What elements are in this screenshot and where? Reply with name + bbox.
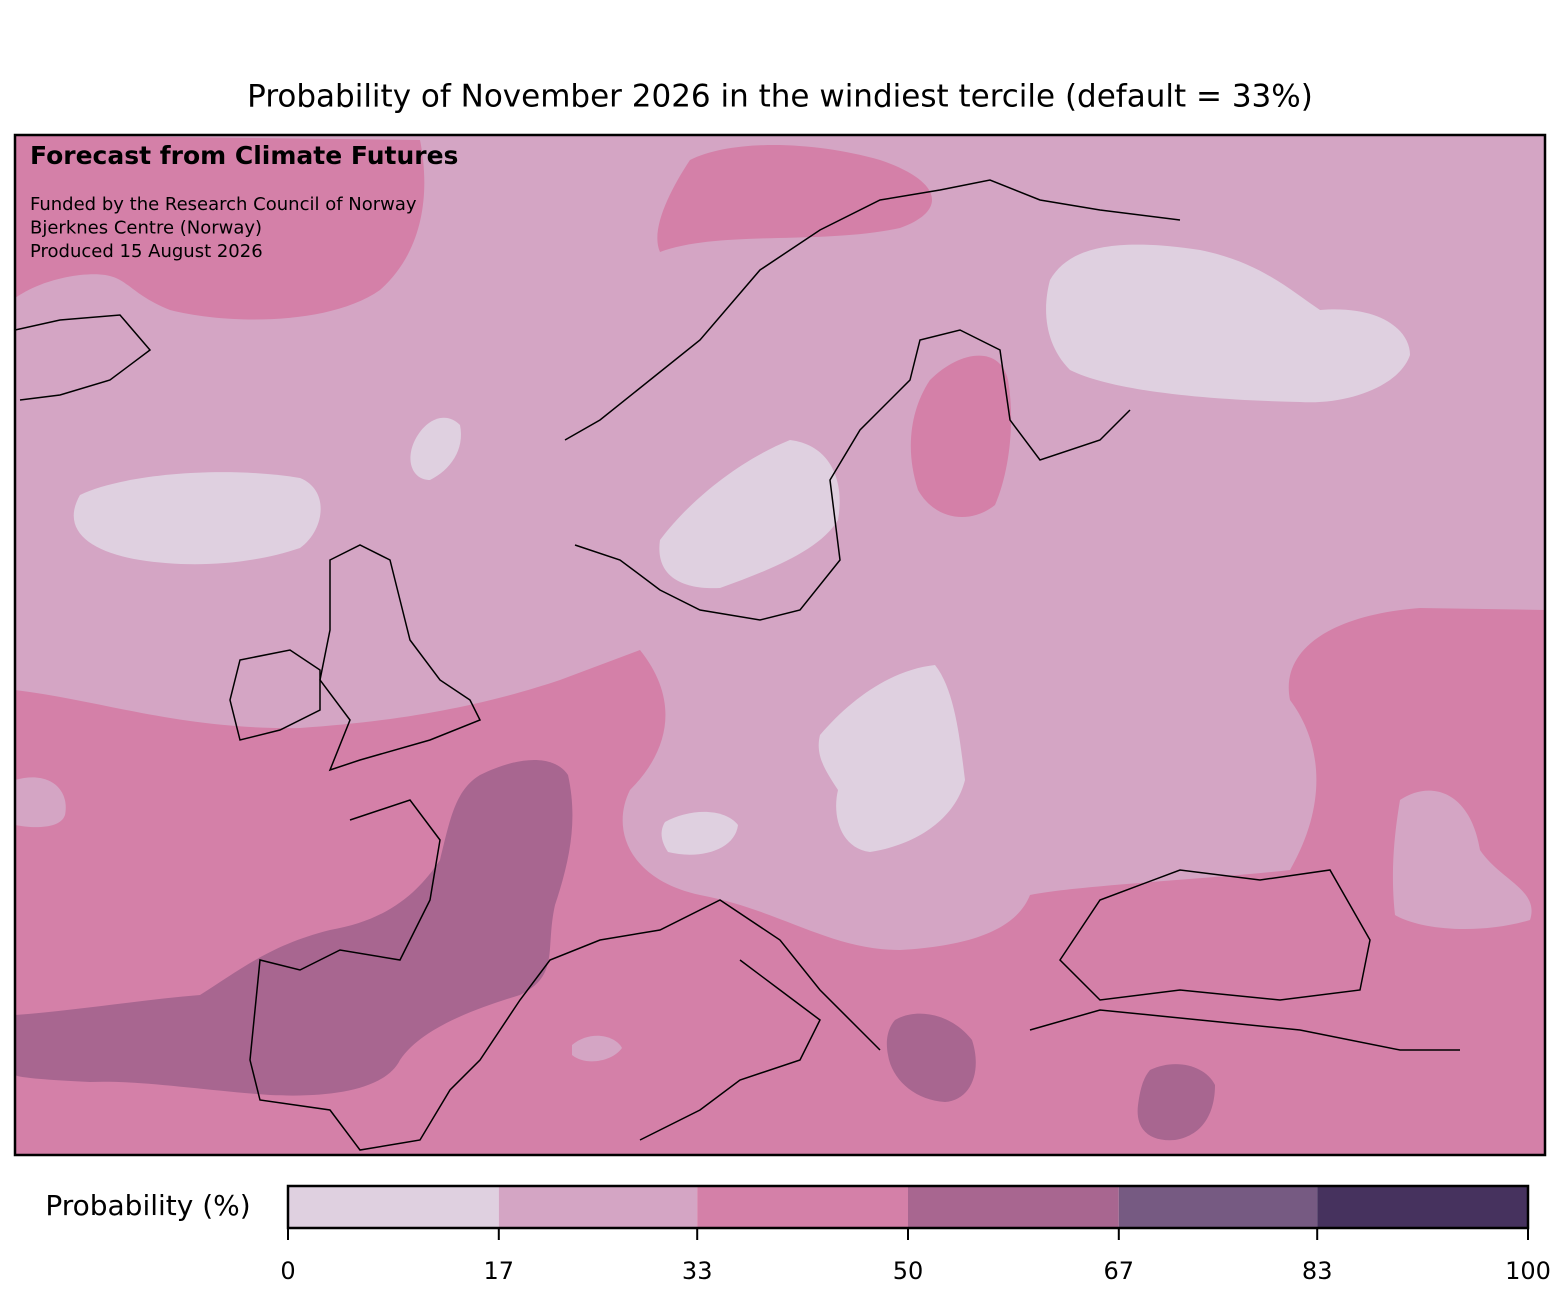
tick-label: 17 [484, 1257, 515, 1285]
tick-label: 50 [893, 1257, 924, 1285]
colorbar-bin [697, 1186, 908, 1228]
annotation-line: Funded by the Research Council of Norway [30, 194, 417, 215]
field-region [410, 417, 461, 480]
tick-label: 83 [1302, 1257, 1333, 1285]
annotation-line: Bjerknes Centre (Norway) [30, 218, 262, 239]
field-region [1046, 244, 1410, 403]
colorbar-label: Probability (%) [45, 1189, 250, 1222]
field-region [1392, 790, 1532, 930]
field-region [15, 135, 425, 320]
map-frame [13, 133, 1547, 1157]
colorbar-frame [286, 1184, 1530, 1230]
colorbar-bin [498, 1186, 698, 1228]
field-region [657, 145, 933, 252]
annotation-lines: Funded by the Research Council of Norway… [30, 194, 417, 262]
colorbar-bin [1317, 1186, 1528, 1228]
annotation-heading: Forecast from Climate Futures [30, 141, 458, 170]
tick-label: 67 [1104, 1257, 1135, 1285]
annotation-line: Produced 15 August 2026 [30, 241, 263, 262]
field-region [572, 1035, 622, 1062]
field-region [818, 665, 965, 852]
coastline [15, 179, 1460, 1151]
field-region [1137, 1064, 1215, 1141]
field-region [661, 811, 738, 855]
colorbar-bin [908, 1186, 1119, 1228]
field-region [15, 777, 66, 828]
title: Probability of November 2026 in the wind… [247, 79, 1313, 115]
field-region [15, 760, 573, 1096]
tick-label: 0 [280, 1257, 295, 1285]
colorbar: 0 17 33 50 67 83 100 [280, 1186, 1551, 1285]
field-region [73, 472, 321, 565]
colorbar-bin [1118, 1186, 1318, 1228]
map [15, 135, 1545, 1155]
tick-label: 33 [682, 1257, 713, 1285]
field-region [659, 440, 840, 589]
colorbar-bin [288, 1186, 499, 1228]
tick-label: 100 [1505, 1257, 1551, 1285]
field-region [910, 355, 1012, 517]
field-region [886, 1013, 976, 1102]
